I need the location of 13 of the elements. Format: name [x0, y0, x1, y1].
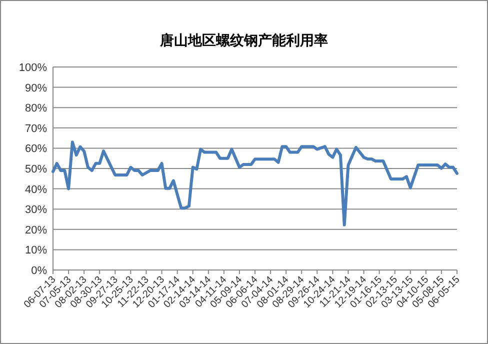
y-tick-label: 70%	[24, 122, 48, 135]
y-tick-label: 100%	[18, 62, 48, 74]
y-tick-label: 80%	[24, 102, 48, 115]
y-tick-label: 90%	[24, 82, 48, 94]
y-tick-label: 0%	[31, 265, 48, 277]
y-tick-label: 20%	[24, 224, 48, 236]
y-tick-label: 30%	[24, 204, 48, 216]
y-tick-label: 60%	[24, 143, 48, 156]
line-series	[52, 140, 458, 226]
chart-title: 唐山地区螺纹钢产能利用率	[159, 32, 328, 48]
y-tick-label: 50%	[24, 164, 48, 176]
y-tick-label: 10%	[24, 244, 48, 257]
y-tick-label: 40%	[24, 184, 48, 196]
